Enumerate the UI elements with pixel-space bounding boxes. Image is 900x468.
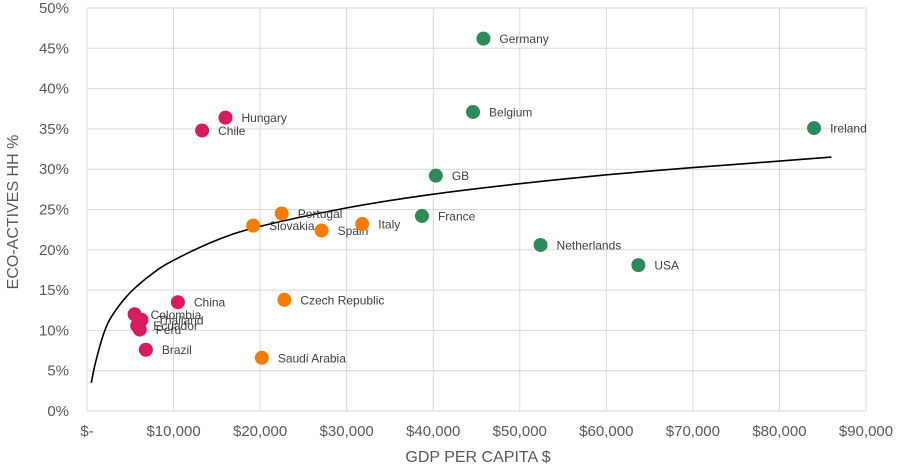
data-label-saudi-arabia: Saudi Arabia xyxy=(278,351,346,365)
data-label-netherlands: Netherlands xyxy=(557,238,622,252)
x-tick-label: $80,000 xyxy=(752,423,806,440)
x-tick-label: $- xyxy=(80,423,93,440)
data-point-slovakia xyxy=(246,218,261,233)
data-point-belgium xyxy=(466,104,481,119)
x-axis-title: GDP PER CAPITA $ xyxy=(405,449,550,466)
data-label-germany: Germany xyxy=(499,32,548,46)
data-label-usa: USA xyxy=(654,259,679,273)
data-point-ireland xyxy=(807,121,822,136)
y-tick-label: 45% xyxy=(39,40,69,57)
data-point-gb xyxy=(428,168,443,183)
data-label-peru: Peru xyxy=(156,323,181,337)
data-point-hungary xyxy=(218,110,233,125)
data-label-italy: Italy xyxy=(378,218,400,232)
y-tick-label: 30% xyxy=(39,161,69,178)
data-point-portugal xyxy=(274,206,289,221)
data-label-chile: Chile xyxy=(218,124,246,138)
y-tick-label: 15% xyxy=(39,282,69,299)
y-tick-label: 20% xyxy=(39,242,69,259)
data-point-brazil xyxy=(138,342,153,357)
data-label-czech-republic: Czech Republic xyxy=(300,293,384,307)
grid-lines xyxy=(86,7,867,412)
data-point-saudi-arabia xyxy=(254,350,269,365)
data-point-chile xyxy=(195,123,210,138)
x-tick-label: $10,000 xyxy=(146,423,200,440)
y-axis-title: ECO-ACTIVES HH % xyxy=(5,135,22,290)
x-tick-label: $40,000 xyxy=(406,423,460,440)
x-tick-label: $50,000 xyxy=(493,423,547,440)
data-point-italy xyxy=(355,217,370,232)
y-tick-label: 10% xyxy=(39,322,69,339)
y-tick-label: 25% xyxy=(39,202,69,219)
data-label-brazil: Brazil xyxy=(162,343,192,357)
data-label-slovakia: Slovakia xyxy=(269,219,315,233)
y-axis-ticks: 0% 5% 10% 15% 20% 25% 30% 35% 40% 45% 50% xyxy=(39,0,69,420)
data-point-germany xyxy=(476,31,491,46)
x-tick-label: $30,000 xyxy=(320,423,374,440)
data-point-france xyxy=(414,208,429,223)
trend-line xyxy=(90,156,832,383)
data-point-usa xyxy=(631,258,646,273)
y-tick-label: 40% xyxy=(39,81,69,98)
y-tick-label: 0% xyxy=(47,403,69,420)
data-label-china: China xyxy=(194,296,226,310)
data-label-gb: GB xyxy=(452,169,469,183)
data-label-colombia: Colombia xyxy=(151,308,202,322)
data-label-thailand: Thailand xyxy=(158,313,204,327)
data-label-ecuador: Ecuador xyxy=(153,319,198,333)
y-tick-label: 35% xyxy=(39,121,69,138)
data-label-france: France xyxy=(438,209,476,223)
x-tick-label: $70,000 xyxy=(666,423,720,440)
data-points: Germany Belgium Ireland GB France Netherlands… xyxy=(127,31,867,365)
x-tick-label: $20,000 xyxy=(233,423,287,440)
x-axis-ticks: $- $10,000 $20,000 $30,000 $40,000 $50,000 $60… xyxy=(80,423,893,440)
data-point-peru xyxy=(132,322,147,337)
y-tick-label: 5% xyxy=(47,363,69,380)
x-tick-label: $60,000 xyxy=(579,423,633,440)
x-tick-label: $90,000 xyxy=(839,423,893,440)
y-tick-label: 50% xyxy=(39,0,69,17)
data-label-ireland: Ireland xyxy=(830,122,867,136)
data-point-netherlands xyxy=(533,237,548,252)
data-point-china xyxy=(170,295,185,310)
data-point-czech-republic xyxy=(277,292,292,307)
data-label-hungary: Hungary xyxy=(241,111,286,125)
data-label-portugal: Portugal xyxy=(298,207,343,221)
data-label-belgium: Belgium xyxy=(489,105,532,119)
data-point-spain xyxy=(314,223,329,238)
